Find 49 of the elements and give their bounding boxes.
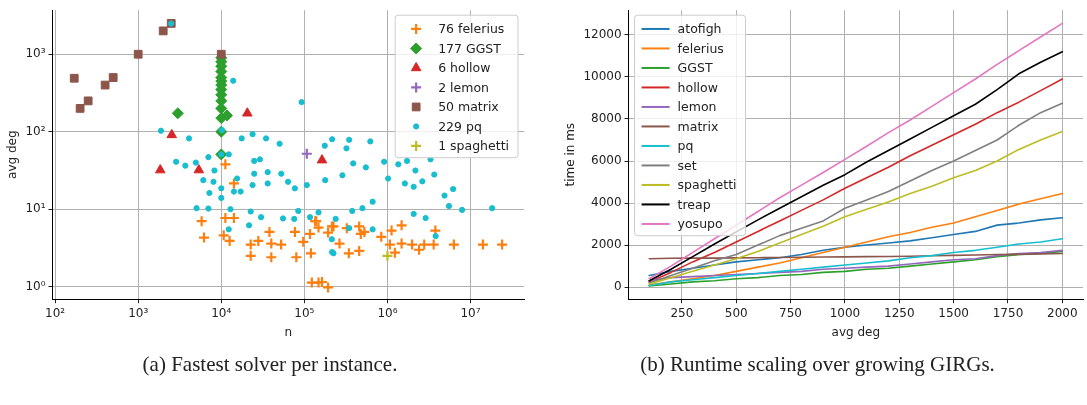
legend-label: atofigh bbox=[677, 21, 722, 37]
legend-label: 2 lemon bbox=[438, 79, 489, 95]
legend-label: lemon bbox=[677, 99, 717, 115]
x-tick-label: 10⁶ bbox=[377, 305, 398, 320]
legend-label: hollow bbox=[677, 79, 718, 95]
y-tick-label: 10⁰ bbox=[25, 278, 46, 293]
x-tick-label: 1750 bbox=[992, 305, 1024, 320]
legend-label: GGST bbox=[677, 60, 713, 76]
legend-label: felerius bbox=[677, 40, 724, 56]
x-tick-label: 10² bbox=[45, 305, 66, 320]
x-tick-label: 10³ bbox=[128, 305, 149, 320]
y-tick-label: 2000 bbox=[591, 237, 622, 252]
x-tick-label: 250 bbox=[670, 305, 694, 320]
x-tick-label: 750 bbox=[779, 305, 803, 320]
legend-label: yosupo bbox=[677, 216, 723, 232]
x-tick-label: 500 bbox=[724, 305, 748, 320]
y-tick-label: 6000 bbox=[591, 153, 622, 168]
y-tick-label: 10000 bbox=[583, 69, 622, 84]
legend-label: spaghetti bbox=[677, 177, 737, 193]
x-tick-label: 10⁴ bbox=[211, 305, 232, 320]
x-tick-label: 10⁵ bbox=[294, 305, 315, 320]
legend-label: 76 felerius bbox=[438, 21, 505, 37]
y-tick-label: 8000 bbox=[591, 111, 622, 126]
y-tick-label: 10² bbox=[25, 123, 46, 138]
y-tick-label: 12000 bbox=[583, 27, 622, 42]
x-tick-label: 1500 bbox=[938, 305, 969, 320]
x-tick-label: 10⁷ bbox=[460, 305, 481, 320]
legend-label: set bbox=[677, 157, 697, 173]
y-tick-label: 4000 bbox=[591, 195, 622, 210]
x-tick-label: 1250 bbox=[884, 305, 915, 320]
y-tick-label: 0 bbox=[613, 279, 622, 294]
text: (b) Runtime scaling over growing GIRGs. bbox=[639, 352, 996, 377]
text: (a) Fastest solver per instance. bbox=[141, 352, 399, 377]
legend-label: 50 matrix bbox=[438, 99, 499, 115]
legend-label: pq bbox=[677, 138, 694, 154]
x-tick-label: 1000 bbox=[829, 305, 861, 320]
legend-label: 229 pq bbox=[438, 118, 482, 134]
y-tick-label: 10³ bbox=[25, 46, 46, 61]
y-axis-title: avg deg bbox=[5, 130, 20, 179]
x-axis-title: n bbox=[284, 324, 293, 339]
y-tick-label: 10¹ bbox=[25, 201, 46, 216]
y-axis-title: time in ms bbox=[563, 122, 578, 187]
legend-label: 6 hollow bbox=[438, 60, 491, 76]
legend-label: treap bbox=[677, 196, 711, 212]
legend-label: 177 GGST bbox=[438, 40, 502, 56]
x-tick-label: 2000 bbox=[1047, 305, 1078, 320]
legend-label: 1 spaghetti bbox=[438, 138, 509, 154]
x-axis-title: avg deg bbox=[831, 324, 881, 339]
legend-label: matrix bbox=[677, 118, 719, 134]
